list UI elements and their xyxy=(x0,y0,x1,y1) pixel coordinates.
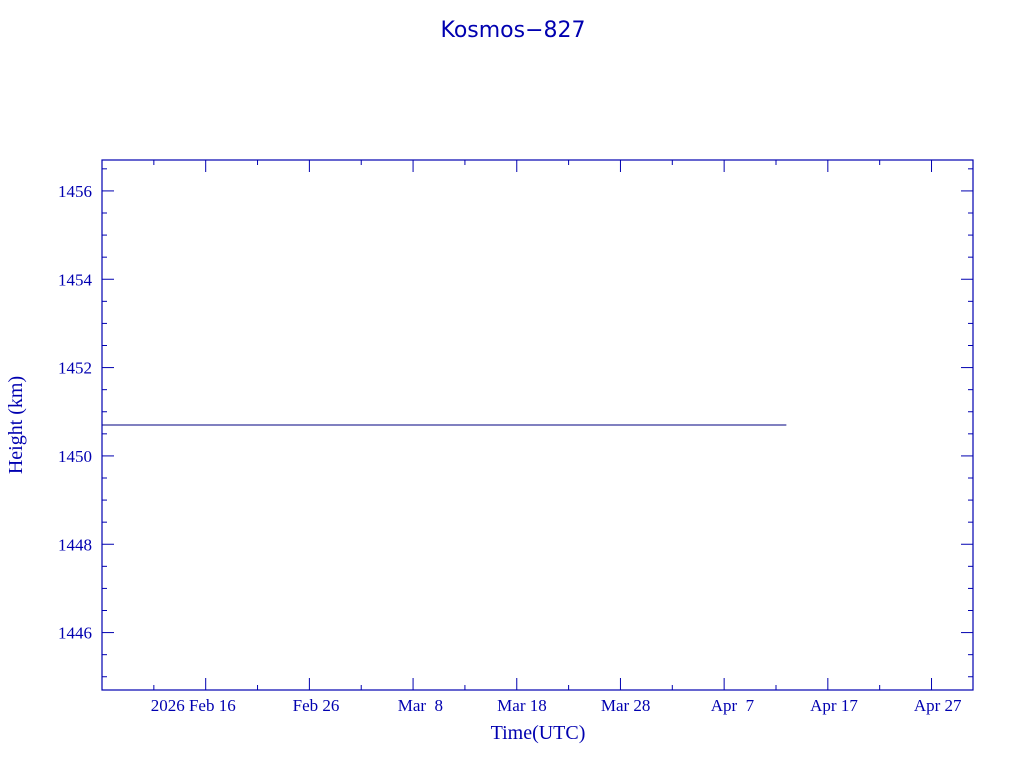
x-tick-label: Apr 7 xyxy=(711,696,755,715)
y-tick-label: 1446 xyxy=(58,624,92,643)
x-tick-label: Feb 26 xyxy=(293,696,340,715)
x-tick-label: Apr 27 xyxy=(914,696,962,715)
y-tick-label: 1454 xyxy=(58,270,93,289)
y-tick-label: 1452 xyxy=(58,359,92,378)
x-tick-label: Mar 28 xyxy=(601,696,651,715)
y-axis-label: Height (km) xyxy=(5,376,27,474)
plot-frame xyxy=(101,159,974,691)
chart-title: Kosmos−827 xyxy=(440,18,585,43)
y-tick-label: 1456 xyxy=(58,182,92,201)
x-tick-label: 2026 Feb 16 xyxy=(151,696,236,715)
x-tick-label: Mar 18 xyxy=(497,696,547,715)
y-tick-label: 1450 xyxy=(58,447,92,466)
x-axis-label: Time(UTC) xyxy=(491,722,586,744)
y-tick-label: 1448 xyxy=(58,535,92,554)
x-tick-label: Apr 17 xyxy=(810,696,858,715)
x-tick-label: Mar 8 xyxy=(398,696,443,715)
axis-ticks: 1446 1448 1450 1452 1454 1456 2026 Feb 16 Feb 2… xyxy=(58,160,973,715)
